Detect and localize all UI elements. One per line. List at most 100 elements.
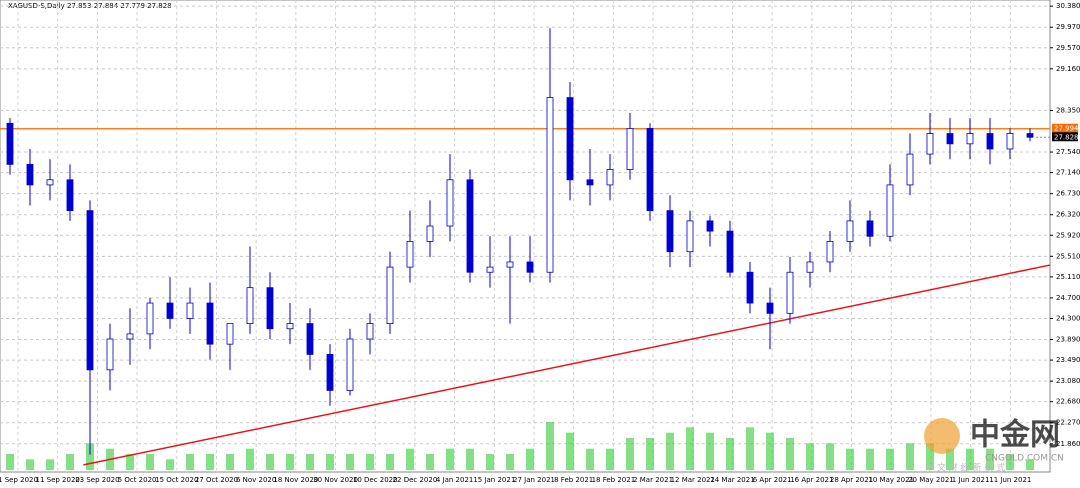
candle-body xyxy=(486,266,494,273)
x-tick-label: 15 Oct 2020 xyxy=(155,476,198,484)
volume-bar xyxy=(766,432,774,470)
plot-frame xyxy=(0,0,1051,473)
level-label: 27.994 xyxy=(1054,125,1079,133)
candle-body xyxy=(986,133,994,150)
y-tick-label: 24.300 xyxy=(1056,314,1080,322)
candle-body xyxy=(546,97,554,273)
volume-bar xyxy=(286,454,294,470)
x-tick-label: 5 Oct 2020 xyxy=(118,476,157,484)
candle-body xyxy=(226,323,234,345)
candle-body xyxy=(806,261,814,273)
volume-bar xyxy=(46,459,54,470)
y-tick-label: 28.350 xyxy=(1056,106,1080,114)
x-tick-label: 11 Sep 2020 xyxy=(36,476,80,484)
volume-bar xyxy=(1006,454,1014,470)
candle-body xyxy=(826,241,834,263)
candle-body xyxy=(646,128,654,212)
candle-body xyxy=(406,241,414,268)
volume-bar xyxy=(786,438,794,470)
volume-bar xyxy=(586,448,594,470)
candle-body xyxy=(366,323,374,340)
volume-bar xyxy=(546,422,554,470)
candle-body xyxy=(626,128,634,170)
volume-bar xyxy=(446,448,454,470)
x-tick-label: 10 Dec 2020 xyxy=(353,476,398,484)
last-price-tag xyxy=(1052,132,1078,142)
volume-bar xyxy=(986,448,994,470)
volume-bar xyxy=(526,448,534,470)
volume-bar xyxy=(206,454,214,470)
x-tick-label: 18 Feb 2021 xyxy=(592,476,636,484)
candle-body xyxy=(186,302,194,319)
watermark-slogan: 中 文 财 经 新 模 式 xyxy=(925,462,1005,474)
candle-body xyxy=(166,302,174,319)
level-tag xyxy=(1052,123,1078,133)
candle-body xyxy=(886,184,894,237)
x-tick-label: 6 Apr 2021 xyxy=(753,476,792,484)
candle-body xyxy=(1006,133,1014,150)
volume-bar xyxy=(66,454,74,470)
volume-bar xyxy=(386,454,394,470)
x-tick-label: 11 Jun 2021 xyxy=(989,476,1031,484)
candle-body xyxy=(526,261,534,273)
candle-body xyxy=(846,220,854,242)
x-tick-label: 27 Jan 2021 xyxy=(513,476,555,484)
candle-body xyxy=(1026,133,1034,138)
volume-bar xyxy=(126,454,134,470)
x-tick-label: 27 Oct 2020 xyxy=(195,476,238,484)
candle-body xyxy=(246,287,254,325)
volume-bar xyxy=(966,448,974,470)
y-tick-label: 22.270 xyxy=(1056,419,1080,427)
candle-body xyxy=(326,354,334,391)
volume-bar xyxy=(686,427,694,470)
y-tick-label: 27.540 xyxy=(1056,148,1080,156)
chart-title: XAGUSD-S,Daily 27.853 27.884 27.779 27.8… xyxy=(8,2,172,10)
volume-bar xyxy=(166,459,174,470)
x-tick-label: 4 Jan 2021 xyxy=(436,476,474,484)
candle-body xyxy=(46,179,54,186)
y-tick-label: 26.320 xyxy=(1056,211,1080,219)
candle-body xyxy=(146,302,154,335)
volume-bar xyxy=(506,454,514,470)
y-tick-label: 27.140 xyxy=(1056,169,1080,177)
volume-bar xyxy=(746,427,754,470)
candle-body xyxy=(466,179,474,273)
y-tick-label: 23.080 xyxy=(1056,377,1080,385)
x-tick-label: 15 Jan 2021 xyxy=(473,476,515,484)
trend-line xyxy=(83,264,1051,466)
x-tick-label: 16 Apr 2021 xyxy=(790,476,833,484)
candle-body xyxy=(506,261,514,268)
volume-bar xyxy=(466,448,474,470)
volume-bar xyxy=(426,454,434,470)
volume-bar xyxy=(6,454,14,470)
volume-bar xyxy=(886,448,894,470)
x-tick-label: 23 Sep 2020 xyxy=(75,476,119,484)
volume-bar xyxy=(606,448,614,470)
volume-bar xyxy=(406,448,414,470)
candle-body xyxy=(746,271,754,304)
volume-bar xyxy=(846,448,854,470)
volume-bar xyxy=(666,432,674,470)
volume-bar xyxy=(926,443,934,470)
y-tick-label: 25.110 xyxy=(1056,273,1080,281)
y-tick-label: 30.380 xyxy=(1056,2,1080,10)
y-tick-label: 29.570 xyxy=(1056,44,1080,52)
candle-body xyxy=(106,338,114,371)
x-tick-label: 30 Nov 2020 xyxy=(313,476,358,484)
volume-bar xyxy=(826,443,834,470)
watermark-logo xyxy=(924,418,960,454)
x-tick-label: 1 Jun 2021 xyxy=(952,476,990,484)
y-tick-label: 23.490 xyxy=(1056,356,1080,364)
volume-bar xyxy=(946,448,954,470)
candle-body xyxy=(686,220,694,253)
x-tick-label: 10 May 2021 xyxy=(868,476,914,484)
volume-bar xyxy=(86,443,94,470)
y-tick-label: 26.730 xyxy=(1056,190,1080,198)
x-tick-label: 20 May 2021 xyxy=(908,476,954,484)
candle-body xyxy=(706,220,714,232)
watermark: 中金网 xyxy=(970,418,1060,453)
candle-body xyxy=(666,210,674,253)
candle-body xyxy=(766,302,774,314)
volume-bar xyxy=(566,432,574,470)
